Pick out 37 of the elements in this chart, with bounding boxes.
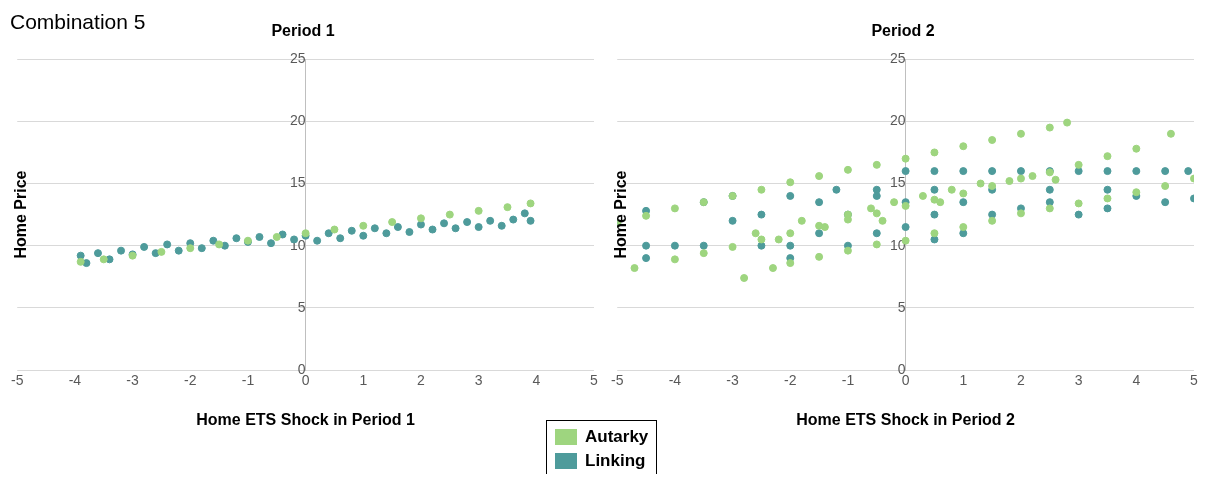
x-axis-title: Home ETS Shock in Period 1 (196, 410, 416, 428)
text: Combination 5 (10, 10, 146, 34)
x-tick-label: 3 (474, 372, 483, 389)
x-tick-label: -4 (68, 372, 82, 389)
x-tick-label: 5 (1190, 372, 1199, 389)
y-tick-label: 20 (890, 112, 906, 129)
x-tick-label: 2 (417, 372, 426, 389)
x-tick-label: 3 (1074, 372, 1083, 389)
x-tick-label: 4 (1132, 372, 1141, 389)
chart-title: Period 2 (871, 22, 935, 40)
x-tick-label: -3 (126, 372, 140, 389)
y-tick-label: 25 (890, 50, 906, 67)
x-tick-label: 1 (359, 372, 368, 389)
x-tick-label: -1 (841, 372, 855, 389)
y-tick-label: 25 (290, 50, 306, 67)
x-tick-label: -3 (726, 372, 740, 389)
y-tick-label: 15 (290, 174, 306, 191)
chart-title: Period 1 (271, 22, 335, 40)
x-tick-label: -4 (668, 372, 682, 389)
legend-label: Autarky (585, 427, 649, 447)
x-tick-label: -2 (784, 372, 797, 389)
y-tick-label: 5 (897, 298, 906, 315)
y-tick-label: 15 (890, 174, 906, 191)
x-tick-label: -2 (184, 372, 197, 389)
y-tick-label: 5 (297, 298, 306, 315)
y-tick-label: 20 (290, 112, 306, 129)
x-tick-label: -5 (611, 372, 624, 389)
x-tick-label: -1 (241, 372, 255, 389)
y-axis-title: Home Price (12, 170, 29, 259)
x-tick-label: -5 (11, 372, 24, 389)
x-tick-label: 4 (532, 372, 541, 389)
x-tick-label: 5 (590, 372, 599, 389)
y-axis-title: Home Price (612, 170, 629, 259)
x-tick-label: 2 (1017, 372, 1026, 389)
x-axis-title: Home ETS Shock in Period 2 (796, 410, 1016, 428)
legend-label: Linking (585, 451, 646, 471)
x-tick-label: 1 (959, 372, 968, 389)
